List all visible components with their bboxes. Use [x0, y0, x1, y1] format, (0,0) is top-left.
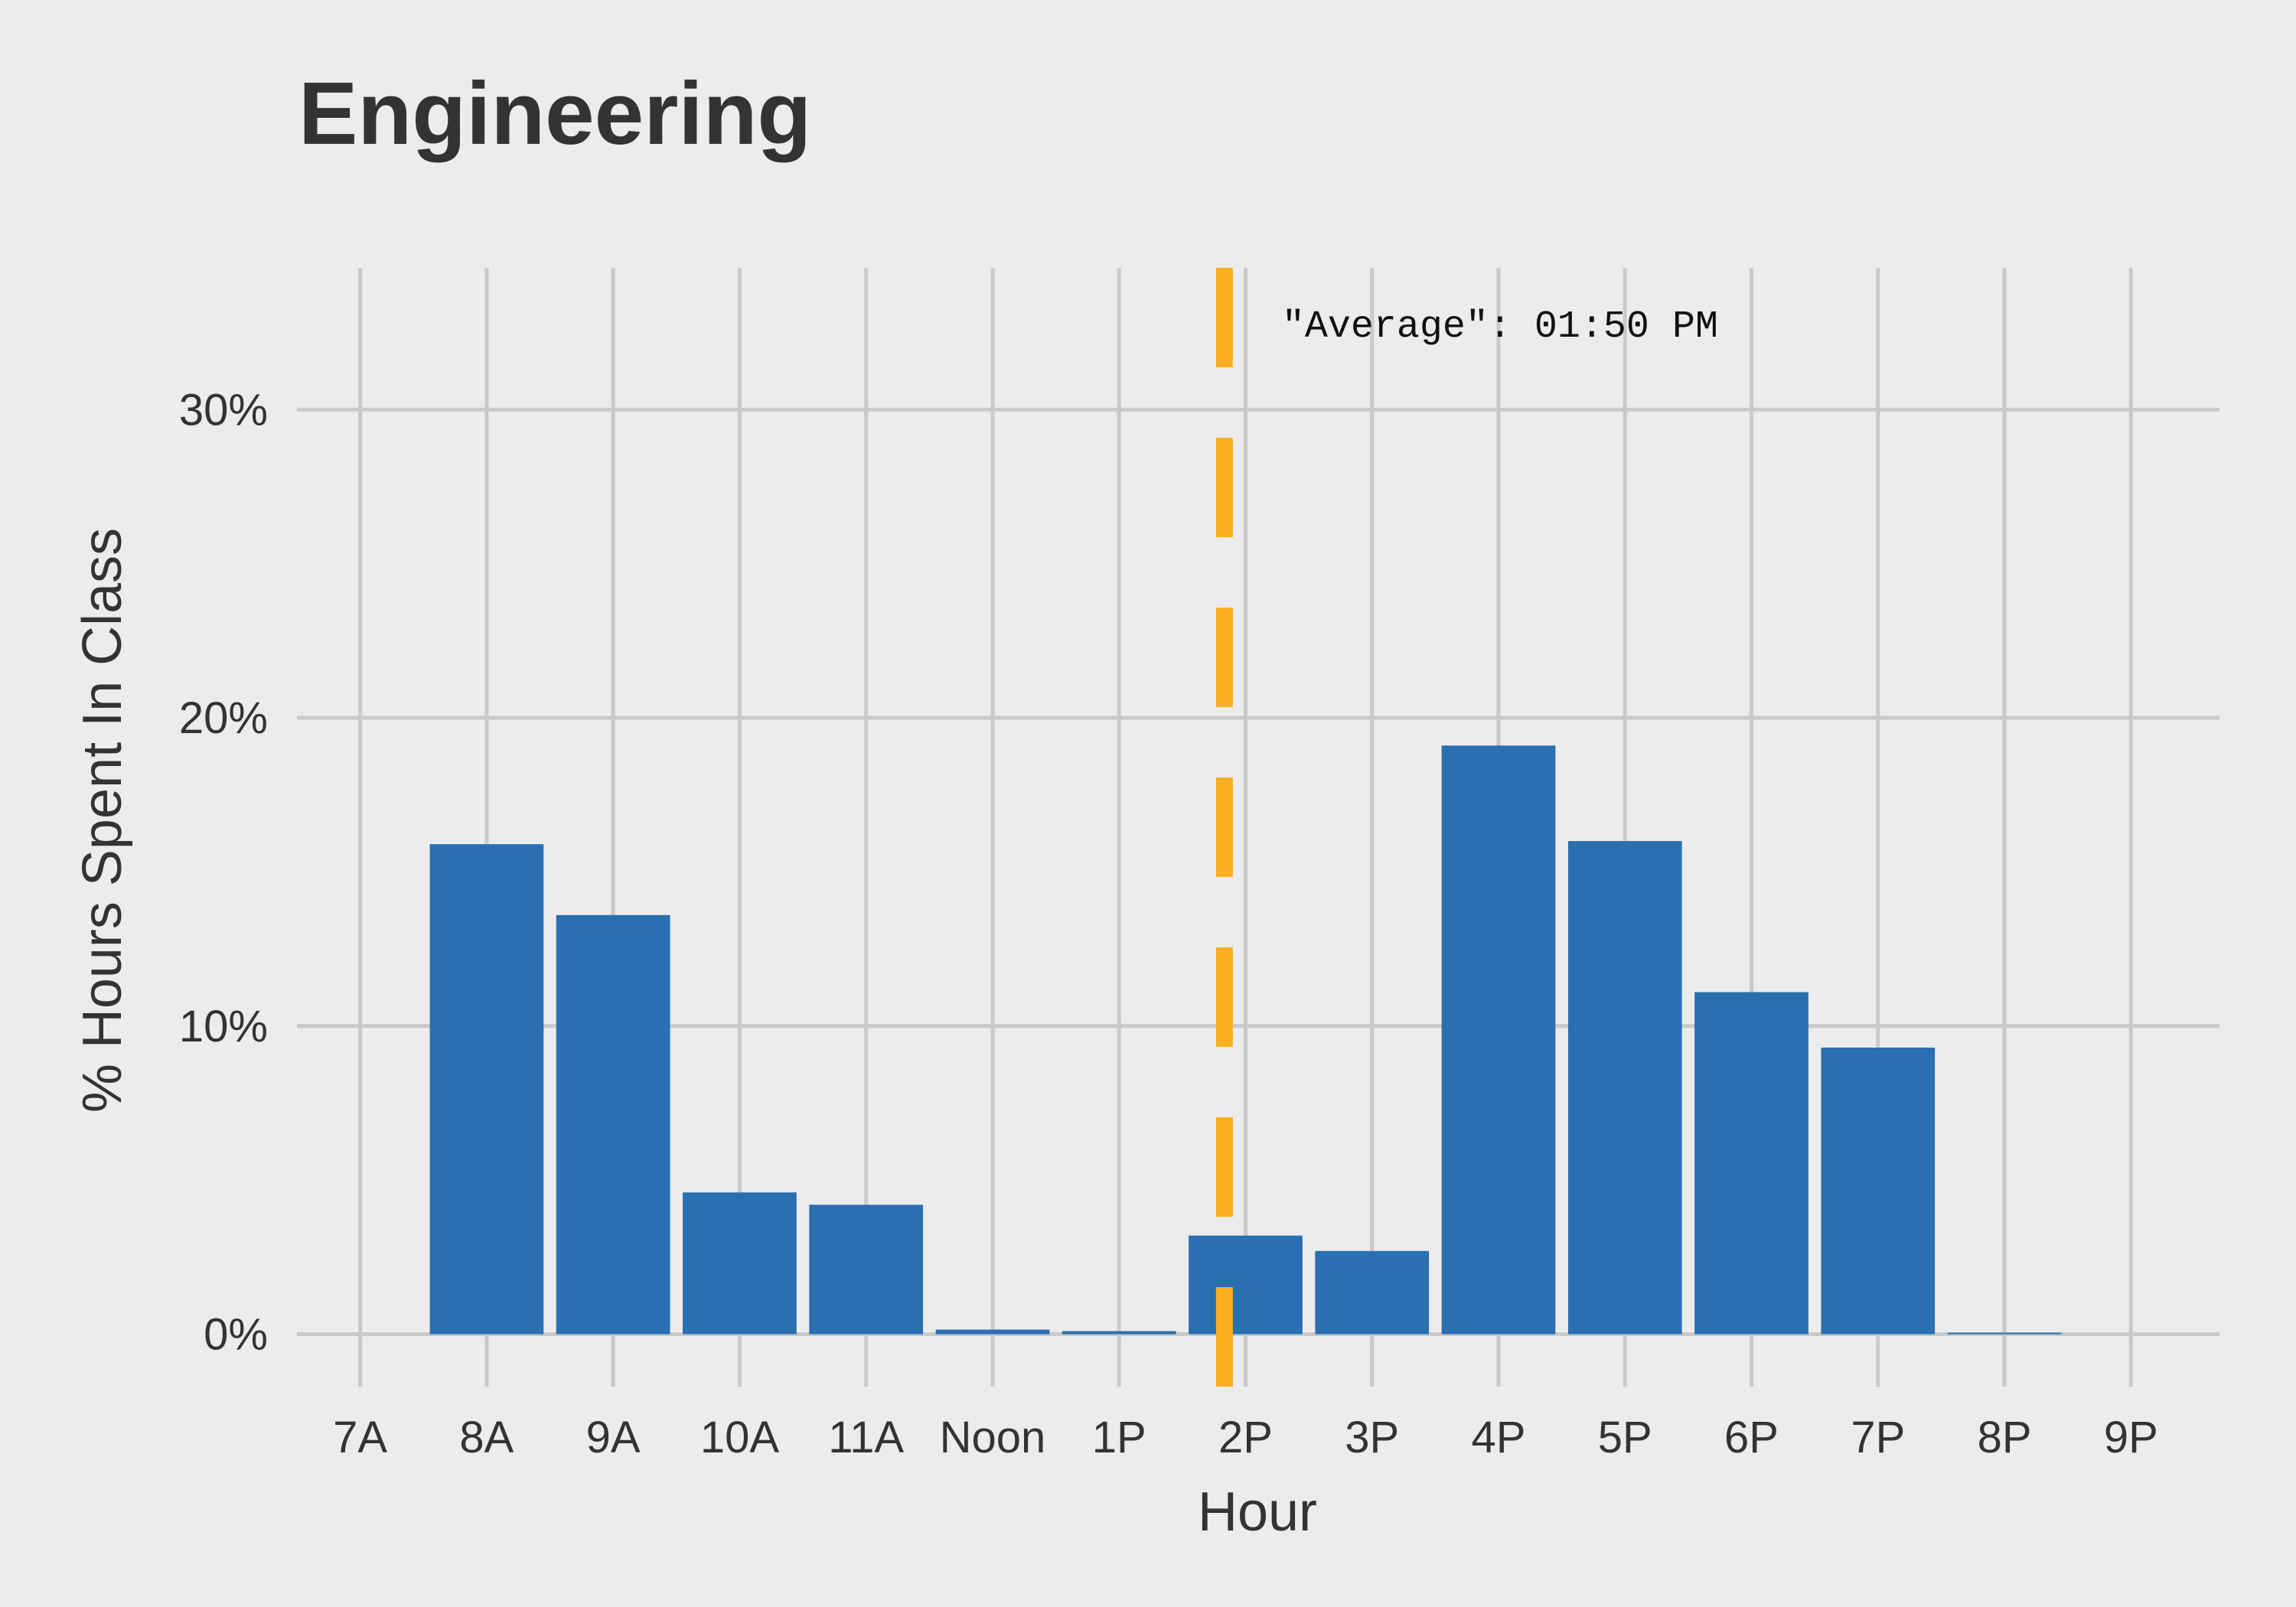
x-tick-label-7p: 7P	[1851, 1413, 1905, 1462]
bar-5p	[1567, 841, 1682, 1335]
bar-8p	[1947, 1332, 2062, 1335]
x-axis-title: Hour	[1198, 1482, 1317, 1543]
average-line-group: "Average": 01:50 PM	[1215, 268, 1718, 1387]
bars	[429, 745, 2062, 1335]
x-tick-label-10a: 10A	[700, 1413, 780, 1462]
x-tick-label-11a: 11A	[828, 1413, 904, 1462]
x-tick-label-8p: 8P	[1978, 1413, 2032, 1462]
y-tick-label-3: 30%	[179, 385, 268, 435]
bar-7p	[1821, 1047, 1936, 1335]
y-tick-label-2: 20%	[179, 693, 268, 743]
bar-9a	[556, 914, 670, 1335]
bar-noon	[935, 1329, 1050, 1335]
tick-labels: 0% 10% 20% 30% 7A 8A 9A 10A 11A Noon 1P 2P 3P 4P 5P 6P 7…	[179, 385, 2158, 1462]
x-tick-label-9a: 9A	[586, 1413, 641, 1462]
x-tick-label-5p: 5P	[1598, 1413, 1652, 1462]
bar-11a	[809, 1204, 924, 1335]
x-tick-label-4p: 4P	[1472, 1413, 1526, 1462]
bar-2p	[1189, 1235, 1303, 1335]
bar-6p	[1694, 992, 1808, 1335]
x-tick-label-8a: 8A	[459, 1413, 514, 1462]
bar-10a	[683, 1192, 797, 1335]
bar-4p	[1441, 745, 1556, 1335]
x-tick-label-1p: 1P	[1092, 1413, 1146, 1462]
x-tick-label-2p: 2P	[1218, 1413, 1273, 1462]
x-tick-label-7a: 7A	[333, 1413, 387, 1462]
x-tick-label-noon: Noon	[940, 1413, 1046, 1462]
y-tick-label-1: 10%	[179, 1002, 268, 1051]
y-tick-label-0: 0%	[204, 1310, 268, 1360]
x-tick-label-6p: 6P	[1724, 1413, 1779, 1462]
bar-3p	[1315, 1250, 1430, 1335]
bar-8a	[429, 844, 544, 1335]
bar-1p	[1062, 1331, 1176, 1335]
x-tick-label-3p: 3P	[1345, 1413, 1399, 1462]
chart-title: Engineering	[298, 64, 811, 163]
x-tick-label-9p: 9P	[2104, 1413, 2158, 1462]
y-axis-title: % Hours Spent In Class	[72, 528, 133, 1113]
average-annotation: "Average": 01:50 PM	[1282, 305, 1718, 349]
